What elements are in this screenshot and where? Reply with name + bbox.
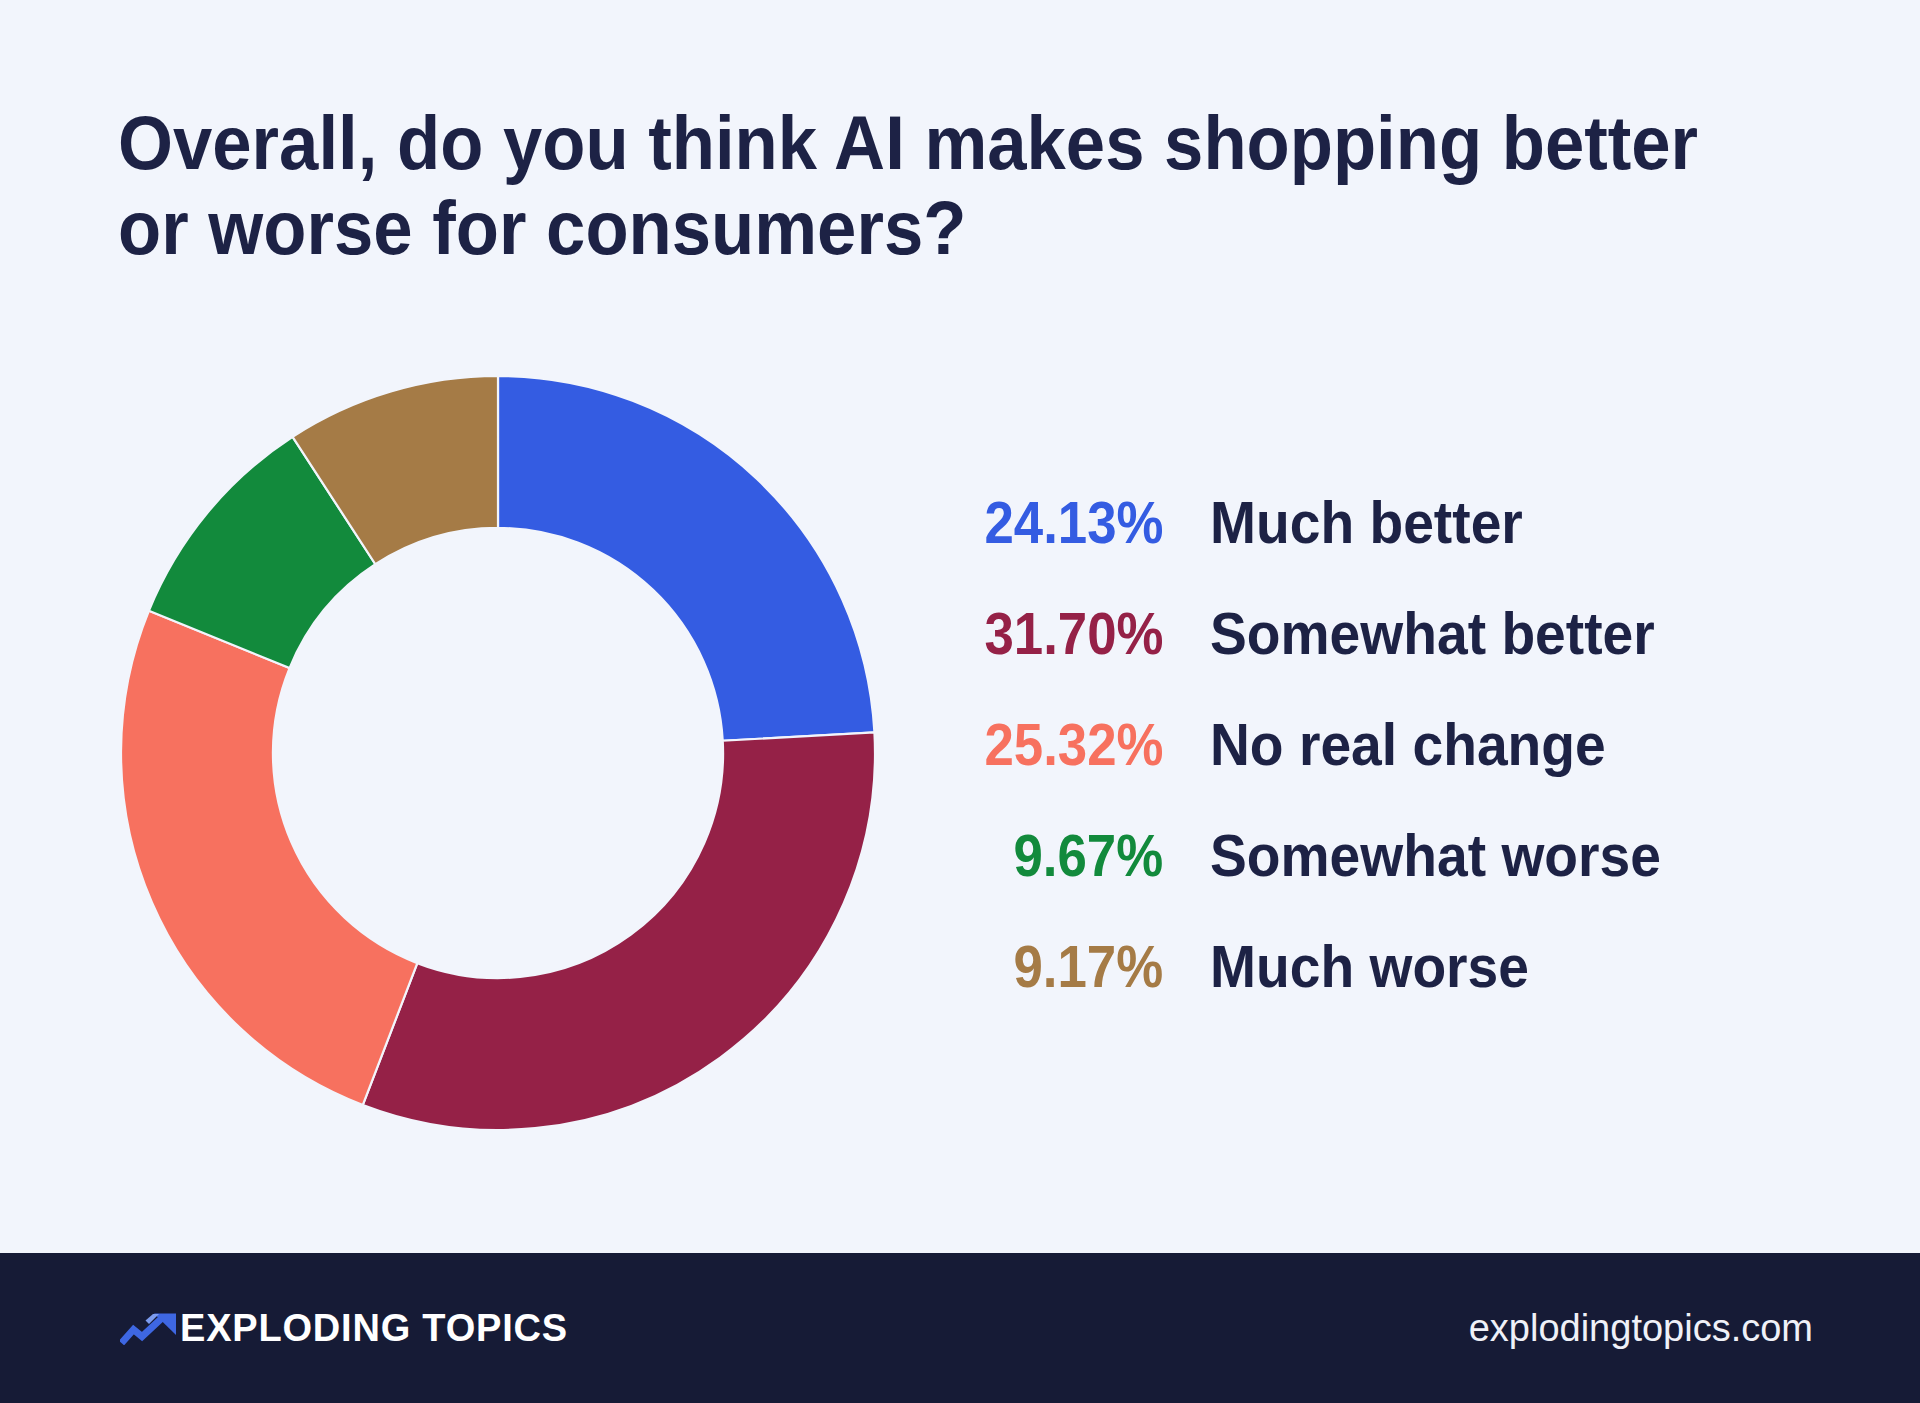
- legend-value: 9.17%: [1013, 932, 1163, 1002]
- trend-arrow-icon: [120, 1312, 178, 1345]
- legend-value: 31.70%: [984, 599, 1163, 669]
- legend-value: 24.13%: [984, 488, 1163, 558]
- legend-label: No real change: [1210, 710, 1606, 780]
- legend-item: 9.17% Much worse: [0, 932, 1920, 1002]
- legend-label: Much better: [1210, 488, 1523, 558]
- legend-label: Somewhat better: [1210, 599, 1655, 669]
- website-url: explodingtopics.com: [1469, 1253, 1813, 1403]
- legend-item: 24.13% Much better: [0, 488, 1920, 558]
- infographic-page: Overall, do you think AI makes shopping …: [0, 0, 1920, 1403]
- legend-item: 9.67% Somewhat worse: [0, 821, 1920, 891]
- legend-item: 25.32% No real change: [0, 710, 1920, 780]
- legend-value: 25.32%: [984, 710, 1163, 780]
- legend-label: Much worse: [1210, 932, 1529, 1002]
- legend-label: Somewhat worse: [1210, 821, 1661, 891]
- footer-bar: EXPLODING TOPICS explodingtopics.com: [0, 1253, 1920, 1403]
- legend-item: 31.70% Somewhat better: [0, 599, 1920, 669]
- brand-name: EXPLODING TOPICS: [180, 1307, 568, 1350]
- chart-legend: 24.13% Much better 31.70% Somewhat bette…: [0, 0, 1920, 1403]
- legend-value: 9.67%: [1013, 821, 1163, 891]
- brand-logo: EXPLODING TOPICS: [120, 1253, 568, 1403]
